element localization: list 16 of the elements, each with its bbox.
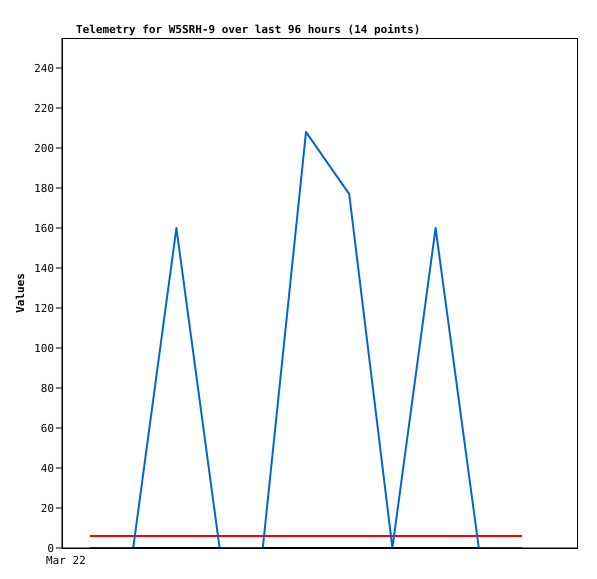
y-tick-label: 120 [34,302,54,315]
y-tick-label: 100 [34,342,54,355]
y-tick-label: 0 [47,542,54,555]
chart-title: Telemetry for W5SRH-9 over last 96 hours (14 points) [76,23,420,36]
y-tick-label: 40 [40,462,54,475]
y-tick-label: 160 [34,222,54,235]
y-tick-label: 220 [34,102,54,115]
y-tick-label: 200 [34,142,54,155]
text: Mar 22 [46,554,86,567]
y-tick-label: 180 [34,182,54,195]
y-tick-label: 140 [34,262,54,275]
y-tick-label: 60 [40,422,54,435]
y-tick-label: 80 [40,382,54,395]
y-tick-label: 240 [34,62,54,75]
y-axis-title: Values [14,273,27,313]
y-tick-label: 20 [40,502,54,515]
